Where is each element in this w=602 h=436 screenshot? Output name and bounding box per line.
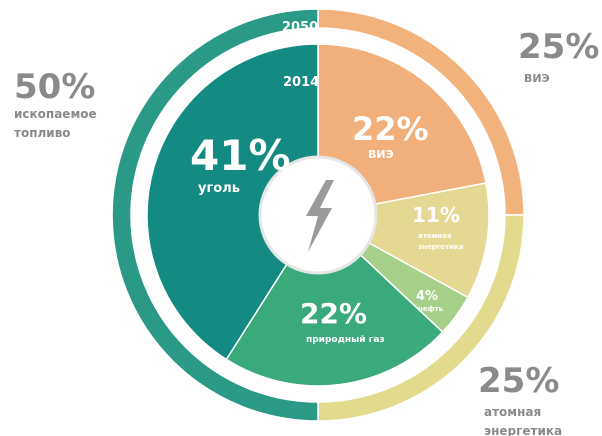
value-label: 50% [14, 67, 95, 107]
value-label: 25% [518, 27, 599, 67]
value-label: 22% [352, 110, 429, 148]
slice [317, 43, 487, 216]
rings [111, 8, 525, 422]
inner-ring-label: 2014 [283, 75, 319, 90]
category-label: уголь [198, 181, 240, 196]
value-label: 22% [300, 297, 367, 330]
category-label: природный газ [306, 335, 385, 345]
slice [225, 213, 444, 387]
category-label: нефть [418, 305, 444, 313]
outer-ring-label: 2050 [282, 20, 318, 35]
value-label: 41% [190, 131, 291, 180]
category-label: ископаемое топливо [14, 107, 101, 140]
value-label: 11% [412, 203, 460, 227]
value-label: 4% [416, 289, 438, 304]
category-label: ВИЭ [524, 72, 550, 85]
slice [146, 43, 319, 361]
category-label: ВИЭ [368, 148, 394, 161]
category-label: атомная энергетика [418, 232, 464, 251]
slice [111, 8, 319, 422]
value-label: 25% [478, 361, 559, 401]
category-label: атомная энергетика [484, 405, 562, 436]
lightning-icon [306, 180, 334, 252]
